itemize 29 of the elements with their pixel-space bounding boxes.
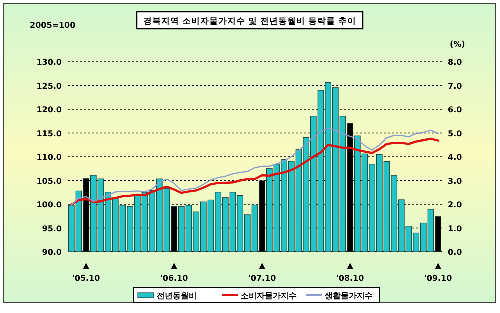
chart-title: 경북지역 소비자물가지수 및 전년동월비 등락률 추이: [144, 17, 356, 27]
y-axis-title: 2005=100: [30, 21, 76, 30]
legend-label: 전년동월비: [157, 292, 197, 300]
y2-tick-label: 7.0: [448, 82, 463, 91]
y-tick-label: 105.0: [36, 176, 62, 186]
legend-label: 생활물가지수: [324, 292, 373, 300]
y2-tick-label: 4.0: [448, 153, 463, 162]
y-tick-label: 100.0: [36, 200, 62, 210]
x-tick-label: '06.10: [160, 274, 189, 283]
y2-tick-label: 2.0: [448, 200, 463, 210]
y2-tick-label: 5.0: [448, 129, 463, 138]
y2-tick-label: 6.0: [448, 106, 463, 114]
x-tick-label: '07.10: [248, 274, 277, 283]
y-tick-label: 125.0: [36, 82, 62, 91]
y2-axis-title: (%): [450, 40, 466, 49]
y2-tick-label: 8.0: [448, 58, 463, 67]
y-tick-label: 90.0: [42, 248, 62, 257]
y2-tick-label: 0.0: [448, 248, 463, 257]
x-tick-label: '05.10: [72, 274, 101, 283]
y-tick-label: 95.0: [42, 224, 62, 234]
y-tick-label: 115.0: [36, 129, 62, 138]
x-tick-label: '08.10: [336, 274, 365, 283]
y-tick-label: 110.0: [36, 153, 62, 162]
legend-label: 소비자물가지수: [241, 292, 297, 300]
y-tick-label: 130.0: [36, 58, 62, 67]
y-tick-label: 120.0: [36, 106, 62, 114]
x-tick-label: '09.10: [424, 274, 453, 283]
y2-tick-label: 3.0: [448, 176, 463, 186]
y2-tick-label: 1.0: [448, 224, 463, 234]
